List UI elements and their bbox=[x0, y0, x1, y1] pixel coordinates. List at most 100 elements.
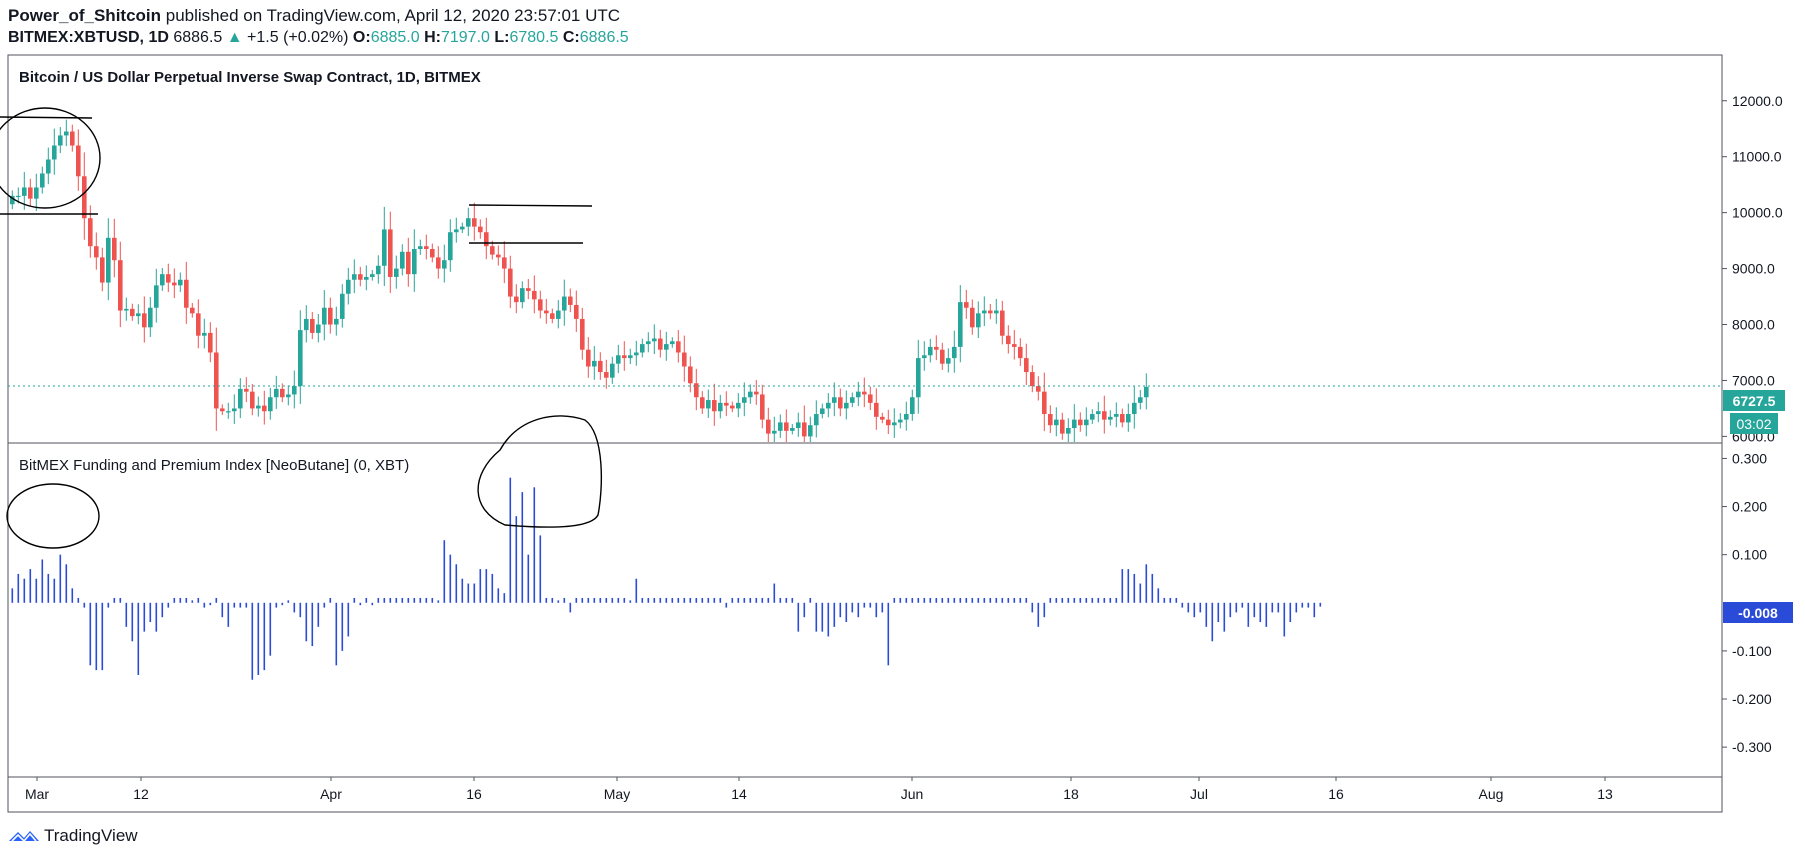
candle-body bbox=[238, 388, 243, 409]
change-up-icon: ▲ bbox=[226, 29, 243, 46]
candle-body bbox=[694, 383, 699, 398]
candle-body bbox=[886, 419, 891, 426]
symbol-name[interactable]: BITMEX:XBTUSD, 1D bbox=[8, 29, 169, 46]
candle-body bbox=[250, 391, 255, 409]
indicator-tick-label: -0.300 bbox=[1732, 739, 1772, 755]
candle-body bbox=[850, 397, 855, 403]
candle-body bbox=[652, 338, 657, 342]
candle-body bbox=[280, 388, 285, 398]
candle-body bbox=[556, 310, 561, 319]
indicator-value-tag bbox=[1723, 602, 1793, 623]
candle-body bbox=[670, 341, 675, 345]
candle-body bbox=[334, 318, 339, 325]
candle-body bbox=[478, 226, 483, 233]
time-tick-label: May bbox=[604, 786, 630, 802]
candle-body bbox=[1084, 419, 1089, 426]
hand-drawn-annotation bbox=[0, 107, 101, 209]
candle-body bbox=[1072, 419, 1077, 429]
candle-body bbox=[1102, 411, 1107, 420]
candle-body bbox=[424, 246, 429, 249]
candle-body bbox=[622, 355, 627, 359]
candle-body bbox=[952, 346, 957, 359]
candle-body bbox=[514, 296, 519, 303]
candle-body bbox=[214, 352, 219, 409]
candle-body bbox=[1048, 414, 1053, 426]
candle-body bbox=[130, 308, 135, 317]
indicator-tick-label: -0.200 bbox=[1732, 691, 1772, 707]
candle-body bbox=[766, 419, 771, 434]
candle-body bbox=[838, 397, 843, 409]
candle-body bbox=[412, 249, 417, 275]
open-label: O: bbox=[352, 29, 371, 46]
candle-body bbox=[634, 352, 639, 356]
main-drawings bbox=[0, 107, 593, 244]
candle-body bbox=[358, 274, 363, 280]
candle-body bbox=[490, 246, 495, 255]
price-tick-label: 10000.0 bbox=[1732, 205, 1783, 221]
candle-body bbox=[916, 358, 921, 398]
time-tick-label: Mar bbox=[25, 786, 49, 802]
candle-body bbox=[466, 218, 471, 227]
last-price: 6886.5 bbox=[173, 29, 223, 46]
candle-body bbox=[142, 313, 147, 328]
candle-body bbox=[922, 355, 927, 359]
candle-body bbox=[544, 310, 549, 314]
candle-body bbox=[436, 257, 441, 269]
candle-body bbox=[388, 229, 393, 277]
candle-body bbox=[1144, 386, 1149, 398]
author-name[interactable]: Power_of_Shitcoin bbox=[8, 6, 162, 25]
candle-body bbox=[382, 229, 387, 266]
candle-body bbox=[184, 279, 189, 308]
candle-body bbox=[256, 405, 261, 409]
candle-body bbox=[562, 296, 567, 311]
candle-body bbox=[688, 366, 693, 384]
candle-body bbox=[712, 400, 717, 412]
candle-body bbox=[346, 279, 351, 294]
candle-body bbox=[826, 402, 831, 409]
indicator-value-tag-text: -0.008 bbox=[1738, 605, 1778, 621]
candle-body bbox=[46, 159, 51, 174]
candle-body bbox=[100, 257, 105, 283]
candle-body bbox=[118, 260, 123, 311]
candle-body bbox=[706, 400, 711, 409]
candle-body bbox=[718, 402, 723, 412]
candle-body bbox=[364, 276, 369, 280]
candle-body bbox=[196, 313, 201, 336]
close-value: 6886.5 bbox=[579, 29, 629, 46]
time-tick-label: 13 bbox=[1597, 786, 1613, 802]
candle-body bbox=[814, 414, 819, 426]
candle-body bbox=[880, 416, 885, 420]
candle-body bbox=[286, 394, 291, 398]
candle-body bbox=[1138, 397, 1143, 403]
time-tick-label: 16 bbox=[1328, 786, 1344, 802]
candle-body bbox=[1000, 310, 1005, 336]
time-axis: Mar 12 Apr 16 May 14 Jun 18 Jul 16 Aug 13 bbox=[25, 777, 1613, 802]
candle-body bbox=[232, 408, 237, 412]
candle-body bbox=[874, 402, 879, 417]
low-value: 6780.5 bbox=[509, 29, 559, 46]
candle-body bbox=[844, 402, 849, 409]
time-tick-label: Aug bbox=[1479, 786, 1504, 802]
time-tick-label: 14 bbox=[731, 786, 747, 802]
candle-body bbox=[730, 405, 735, 409]
candle-body bbox=[310, 318, 315, 333]
candle-body bbox=[658, 338, 663, 350]
candle-body bbox=[502, 257, 507, 269]
main-pane-title: Bitcoin / US Dollar Perpetual Inverse Sw… bbox=[19, 69, 481, 86]
tradingview-logo[interactable]: TradingView bbox=[8, 826, 138, 846]
countdown-tag bbox=[1730, 413, 1778, 434]
candle-body bbox=[898, 419, 903, 423]
price-tick-label: 7000.0 bbox=[1732, 372, 1775, 388]
candle-body bbox=[448, 232, 453, 261]
candle-body bbox=[580, 318, 585, 350]
last-price-tag-text: 6727.5 bbox=[1733, 393, 1776, 409]
candle-body bbox=[604, 372, 609, 378]
candle-body bbox=[790, 428, 795, 431]
candle-body bbox=[1090, 414, 1095, 420]
candle-body bbox=[646, 341, 651, 345]
candle-body bbox=[808, 425, 813, 437]
candle-body bbox=[190, 307, 195, 314]
candle-body bbox=[868, 394, 873, 403]
indicator-tick-label: 0.200 bbox=[1732, 499, 1767, 515]
